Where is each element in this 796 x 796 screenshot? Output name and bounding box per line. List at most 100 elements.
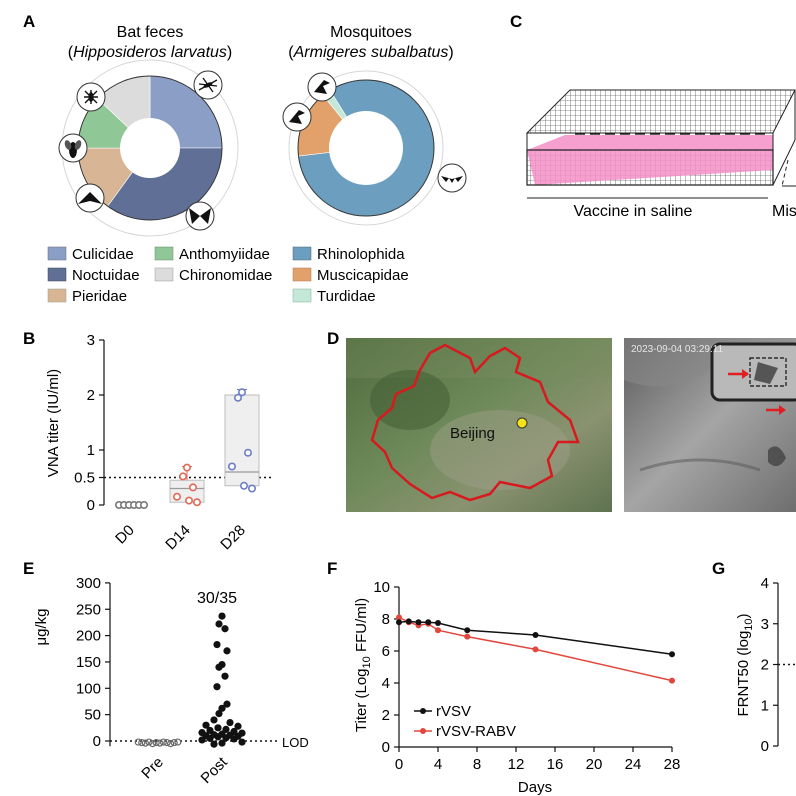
f-point-1 xyxy=(435,627,441,634)
vaccine-tray-illustration xyxy=(525,89,796,199)
f-point-0 xyxy=(464,627,471,634)
moth-icon xyxy=(75,183,105,213)
b-point xyxy=(185,496,194,505)
b-point xyxy=(248,484,257,493)
legend-label-rhinolophida: Rhinolophida xyxy=(317,246,405,263)
f-point-1 xyxy=(464,633,471,640)
legend-label-muscicapidae: Muscicapidae xyxy=(317,267,409,284)
b-point xyxy=(244,448,253,457)
e-point-post xyxy=(214,733,222,741)
f-point-0 xyxy=(415,619,422,626)
arrow-icon xyxy=(779,405,786,415)
e-point-post xyxy=(238,738,246,746)
f-y-tick-label: 4 xyxy=(382,675,390,692)
e-point-post xyxy=(223,647,231,655)
g-y-tick-label: 4 xyxy=(761,575,769,592)
tray-liquid xyxy=(527,135,773,185)
b-y-tick-label: 2 xyxy=(87,387,95,404)
b-x-tick-label: D14 xyxy=(162,522,193,553)
legend-label-anthomyiidae: Anthomyiidae xyxy=(179,246,270,263)
e-y-tick-label: 0 xyxy=(93,733,101,750)
pie-right-subtitle: (Armigeres subalbatus) xyxy=(288,44,453,61)
pie-right-hole xyxy=(329,111,403,185)
mosquito-icon xyxy=(193,70,223,100)
f-x-tick-label: 0 xyxy=(395,756,403,773)
legend-label-chironomidae: Chironomidae xyxy=(179,267,272,284)
f-y-tick-label: 0 xyxy=(382,739,390,756)
camera-timestamp: 2023-09-04 03:29:11 xyxy=(631,344,724,355)
f-ylabel: Titer (Log10 FFU/ml) xyxy=(353,598,373,732)
legend-swatch-muscicapidae xyxy=(292,267,312,282)
e-y-tick-label: 200 xyxy=(76,628,101,645)
b-ylabel: VNA titer (IU/ml) xyxy=(45,369,62,477)
f-legend-label: rVSV-RABV xyxy=(436,723,516,740)
f-point-0 xyxy=(405,618,412,625)
pie-left-hole xyxy=(120,118,180,178)
bird-icon xyxy=(282,102,312,132)
arrow-icon xyxy=(742,369,749,379)
b-point xyxy=(179,472,188,481)
e-point-pre xyxy=(156,739,164,747)
pie-left-subtitle: (Hipposideros larvatus) xyxy=(68,44,233,61)
b-y-tick-label: 0 xyxy=(87,497,95,514)
e-point-pre xyxy=(174,738,182,746)
map-city-label: Beijing xyxy=(450,425,495,442)
f-x-tick-label: 20 xyxy=(586,756,603,773)
f-x-tick-label: 8 xyxy=(473,756,481,773)
e-annotation: 30/35 xyxy=(197,590,237,607)
f-y-tick-label: 2 xyxy=(382,707,390,724)
e-point-post xyxy=(221,672,229,680)
pie-right-subtitle-text: Armigeres subalbatus xyxy=(293,44,449,61)
e-point-post xyxy=(198,736,206,744)
g-y-tick-label: 1 xyxy=(761,697,769,714)
e-point-post xyxy=(234,722,242,730)
panel-letter-f: F xyxy=(327,559,337,578)
e-point-post xyxy=(215,709,223,718)
tray-mesh-lid xyxy=(525,89,796,134)
legend-swatch-chironomidae xyxy=(154,267,174,282)
e-y-tick-label: 150 xyxy=(76,654,101,671)
e-point-post xyxy=(221,625,229,633)
f-point-0 xyxy=(396,619,402,626)
g-y-tick-label: 3 xyxy=(761,616,769,633)
e-point-post xyxy=(210,740,218,748)
f-x-tick-label: 4 xyxy=(434,756,442,773)
f-x-tick-label: 28 xyxy=(664,756,681,773)
f-xlabel: Days xyxy=(518,779,552,796)
e-point-post xyxy=(202,721,210,729)
camera-highlight-box xyxy=(749,357,787,387)
e-y-tick-label: 250 xyxy=(76,601,101,618)
e-point-pre xyxy=(152,738,160,747)
b-point xyxy=(238,388,247,397)
e-point-post xyxy=(213,640,221,649)
f-y-tick-label: 8 xyxy=(382,611,390,628)
beijing-marker xyxy=(516,417,528,429)
f-point-0 xyxy=(669,651,675,658)
e-point-pre xyxy=(145,738,153,746)
f-y-tick-label: 6 xyxy=(382,643,390,660)
panel-b-plot: VNA titer (IU/ml) 0 0.5 1 2 3 D0 D14 D28 xyxy=(45,332,272,553)
e-point-post xyxy=(218,612,226,620)
panel-letter-d: D xyxy=(327,329,339,348)
pie-left-subtitle-text: Hipposideros larvatus xyxy=(73,44,227,61)
legend-swatch-culicidae xyxy=(47,246,67,261)
b-x-tick-label: D0 xyxy=(112,522,138,548)
bat-icon xyxy=(437,163,467,193)
g-y-tick-label: 0 xyxy=(761,738,769,755)
f-point-1 xyxy=(396,614,402,621)
f-legend-marker xyxy=(420,708,426,714)
b-point xyxy=(234,393,243,402)
legend-label-pieridae: Pieridae xyxy=(72,288,127,305)
b-point xyxy=(183,463,192,472)
moth-icon xyxy=(185,201,215,231)
e-point-post xyxy=(218,704,226,712)
e-point-pre xyxy=(159,738,167,746)
pie-outline xyxy=(297,79,435,217)
b-point xyxy=(140,500,149,509)
e-point-post xyxy=(226,718,234,727)
g-y-tick-label: 2 xyxy=(761,657,769,674)
legend-swatch-pieridae xyxy=(47,288,67,303)
camera-trap-image: 2023-09-04 03:29:11 xyxy=(624,338,796,512)
tray-caption-partial: Mis xyxy=(772,203,796,220)
